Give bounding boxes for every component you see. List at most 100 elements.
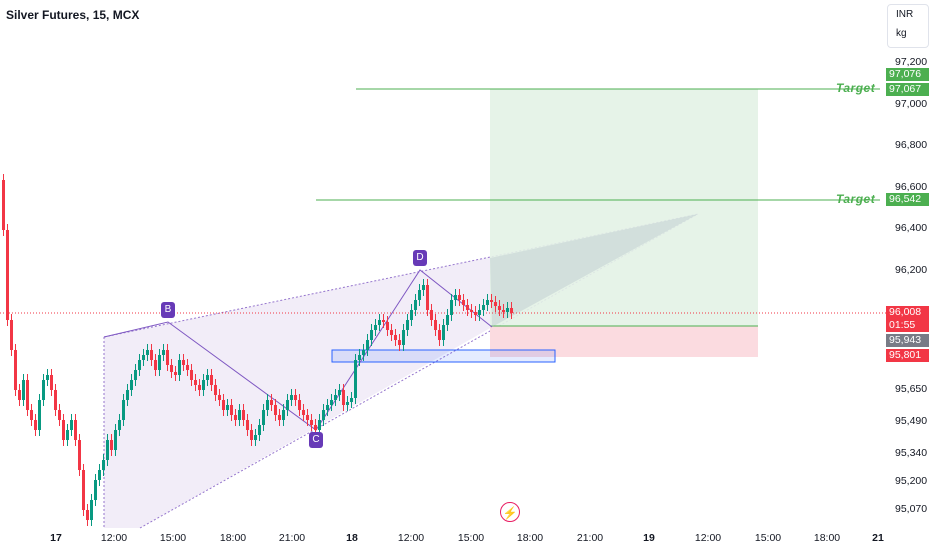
price-tick: 95,070 (895, 503, 928, 515)
candle-body (430, 310, 433, 320)
candle-body (270, 400, 273, 405)
candle-body (410, 310, 413, 320)
time-tick: 12:00 (100, 532, 128, 544)
candle-body (458, 295, 461, 300)
candle-body (42, 380, 45, 400)
projection-wedge (490, 214, 698, 327)
currency-label: INR (896, 9, 914, 20)
target-price-badge: 96,542 (886, 193, 929, 206)
candle-body (338, 390, 341, 395)
candle-body (54, 390, 57, 410)
candle-body (150, 350, 153, 360)
candle-body (146, 350, 149, 355)
lightning-icon[interactable]: ⚡ (500, 502, 520, 522)
candle-body (306, 415, 309, 420)
candle-body (250, 430, 253, 440)
price-tick: 96,600 (895, 181, 928, 193)
candle-body (454, 295, 457, 300)
candle-body (254, 435, 257, 440)
candle-body (218, 395, 221, 400)
candle-body (426, 285, 429, 310)
candle-body (162, 350, 165, 355)
candle-body (398, 340, 401, 345)
candle-body (226, 405, 229, 410)
price-tick: 96,200 (895, 264, 928, 276)
candle-body (390, 330, 393, 335)
currency-unit-selector[interactable]: INR kg (887, 4, 929, 48)
candle-body (62, 420, 65, 440)
time-tick: 17 (50, 532, 62, 544)
candle-body (186, 365, 189, 370)
stop-price-badge: 95,801 (886, 349, 929, 362)
candle-body (442, 325, 445, 340)
candle-body (358, 355, 361, 360)
time-tick: 18:00 (516, 532, 544, 544)
time-tick: 15:00 (159, 532, 187, 544)
candle-body (18, 390, 21, 400)
candle-body (370, 330, 373, 340)
candle-body (498, 306, 501, 310)
candle-body (214, 385, 217, 395)
candle-body (402, 330, 405, 345)
candle-body (190, 370, 193, 380)
pattern-point-d[interactable]: D (413, 250, 427, 266)
candle-body (14, 350, 17, 390)
pattern-point-b[interactable]: B (161, 302, 175, 318)
candle-body (194, 380, 197, 385)
candle-body (130, 380, 133, 390)
candle-body (166, 350, 169, 365)
candle-body (450, 300, 453, 315)
price-tick: 96,400 (895, 222, 928, 234)
candle-body (258, 425, 261, 435)
candle-body (158, 355, 161, 370)
candle-body (174, 372, 177, 375)
candle-body (466, 305, 469, 310)
candle-body (362, 350, 365, 355)
candle-body (414, 300, 417, 310)
candle-body (382, 320, 385, 322)
candle-body (438, 330, 441, 340)
candle-body (502, 310, 505, 312)
candle-body (178, 360, 181, 375)
candle-body (478, 310, 481, 315)
candle-body (66, 430, 69, 440)
candle-body (374, 325, 377, 330)
candle-body (110, 440, 113, 450)
candle-body (314, 425, 317, 430)
candle-body (182, 360, 185, 365)
candle-body (46, 375, 49, 380)
candle-body (326, 405, 329, 410)
candle-body (134, 370, 137, 380)
bar-countdown-badge: 01:55 (886, 319, 929, 332)
candle-body (346, 402, 349, 405)
pattern-point-c[interactable]: C (309, 432, 323, 448)
candle-body (238, 410, 241, 420)
candle-body (318, 420, 321, 430)
price-tick: 95,490 (895, 415, 928, 427)
time-tick: 18 (346, 532, 358, 544)
candle-body (510, 308, 513, 313)
unit-label: kg (896, 28, 907, 39)
candlestick-series (2, 174, 513, 526)
candle-body (446, 315, 449, 325)
candle-body (22, 380, 25, 400)
candle-body (334, 395, 337, 400)
candle-body (206, 375, 209, 380)
candle-body (422, 285, 425, 290)
candle-body (50, 375, 53, 390)
candle-body (30, 410, 33, 420)
price-tick: 97,200 (895, 56, 928, 68)
candle-body (154, 360, 157, 370)
candle-body (462, 300, 465, 305)
time-tick: 15:00 (754, 532, 782, 544)
candle-body (290, 395, 293, 400)
candle-body (482, 305, 485, 310)
candle-body (2, 180, 5, 230)
candle-body (38, 400, 41, 430)
candle-body (418, 290, 421, 300)
candle-body (26, 380, 29, 410)
candle-body (322, 410, 325, 420)
time-tick: 21:00 (278, 532, 306, 544)
candle-body (378, 320, 381, 325)
